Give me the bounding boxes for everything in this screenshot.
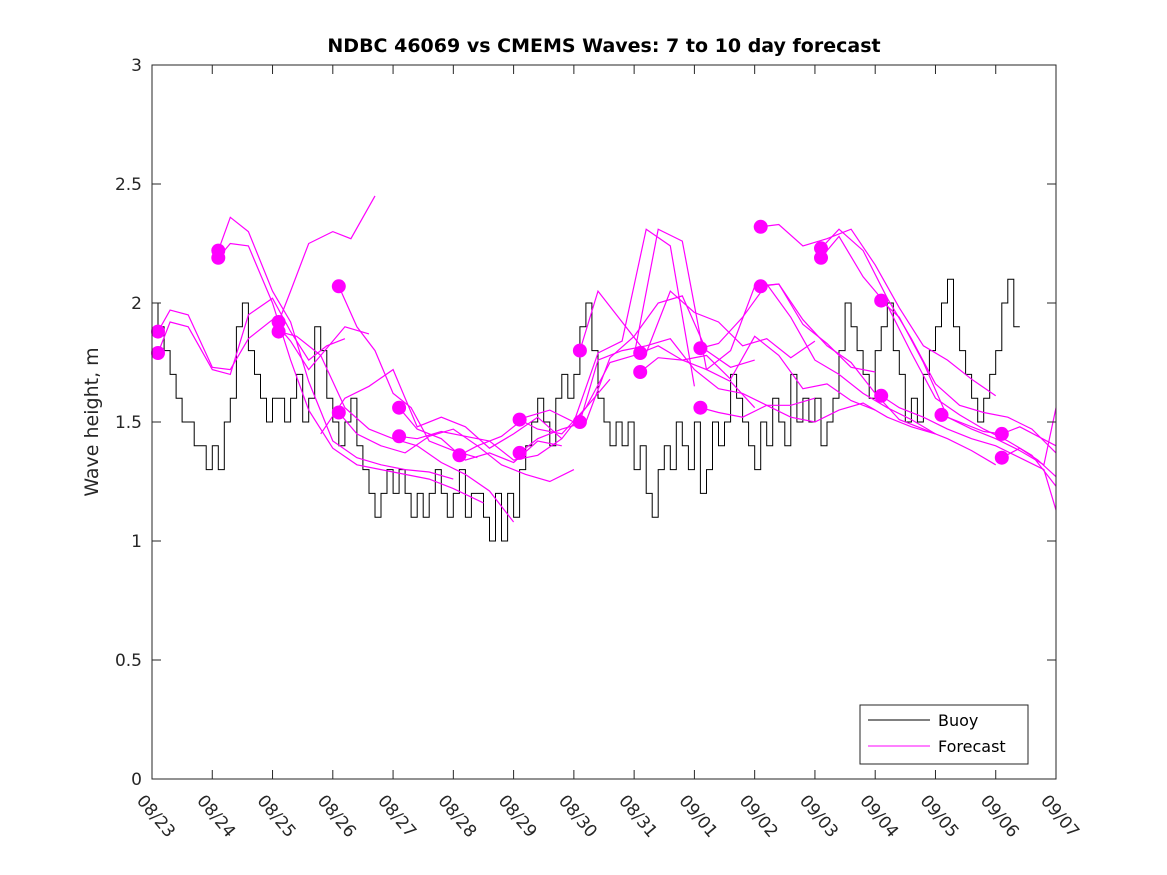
forecast-markers (151, 219, 1009, 465)
y-tick-label: 2.5 (115, 175, 142, 195)
y-tick-label: 0 (131, 770, 142, 790)
forecast-marker (994, 426, 1009, 441)
forecast-marker (331, 405, 346, 420)
forecast-line-9 (320, 368, 563, 449)
forecast-line-15 (579, 289, 816, 359)
forecast-marker (934, 407, 949, 422)
forecast-line-10 (398, 407, 562, 464)
forecast-marker (271, 315, 286, 329)
y-tick-label: 1 (131, 532, 142, 552)
legend-box (859, 704, 1029, 765)
forecast-line-2 (157, 297, 346, 376)
forecast-marker (512, 445, 527, 460)
forecast-marker (572, 415, 587, 429)
forecast-marker (331, 279, 346, 294)
forecast-marker (572, 343, 587, 358)
legend: Buoy Forecast (859, 704, 1029, 765)
forecast-line-19 (700, 282, 936, 435)
forecast-line-7 (338, 286, 478, 459)
forecast-line-25 (880, 300, 1057, 466)
forecast-line-5 (278, 195, 376, 323)
forecast-line-24 (820, 235, 1057, 487)
forecast-marker (512, 412, 527, 427)
forecast-marker (753, 219, 768, 234)
buoy-line (152, 278, 1020, 542)
forecast-line-16 (579, 338, 816, 423)
y-tick-label: 3 (131, 56, 142, 76)
legend-label-buoy: Buoy (938, 711, 978, 730)
forecast-marker (753, 279, 768, 294)
forecast-marker (392, 429, 407, 444)
forecast-marker (994, 450, 1009, 465)
y-tick-label: 2 (131, 294, 142, 314)
forecast-marker (633, 365, 648, 379)
forecast-marker (633, 346, 648, 360)
chart-title: NDBC 46069 vs CMEMS Waves: 7 to 10 day f… (327, 35, 880, 57)
forecast-line-23 (820, 228, 1057, 454)
forecast-line-28 (1001, 447, 1057, 478)
y-axis-label: Wave height, m (81, 347, 103, 496)
forecast-marker (271, 324, 286, 339)
forecast-marker (151, 346, 165, 360)
forecast-marker (874, 293, 889, 308)
forecast-line-14 (519, 295, 755, 454)
forecast-line-20 (700, 402, 936, 435)
forecast-line-26 (880, 395, 1057, 511)
forecast-marker (211, 250, 226, 265)
forecast-line-18 (639, 335, 876, 411)
forecast-marker (151, 324, 165, 339)
forecast-marker (874, 388, 889, 403)
forecast-line-8 (338, 412, 575, 483)
forecast-marker (392, 400, 407, 415)
forecast-line-4 (217, 242, 484, 504)
y-tick-label: 1.5 (115, 413, 142, 433)
legend-label-forecast: Forecast (938, 737, 1006, 756)
forecast-marker (693, 400, 708, 415)
forecast-line-3 (217, 216, 454, 480)
forecast-line-21 (760, 223, 997, 397)
forecast-marker (452, 448, 467, 463)
forecast-marker (814, 250, 828, 265)
forecast-marker (693, 341, 708, 356)
y-tick-label: 0.5 (115, 651, 142, 671)
